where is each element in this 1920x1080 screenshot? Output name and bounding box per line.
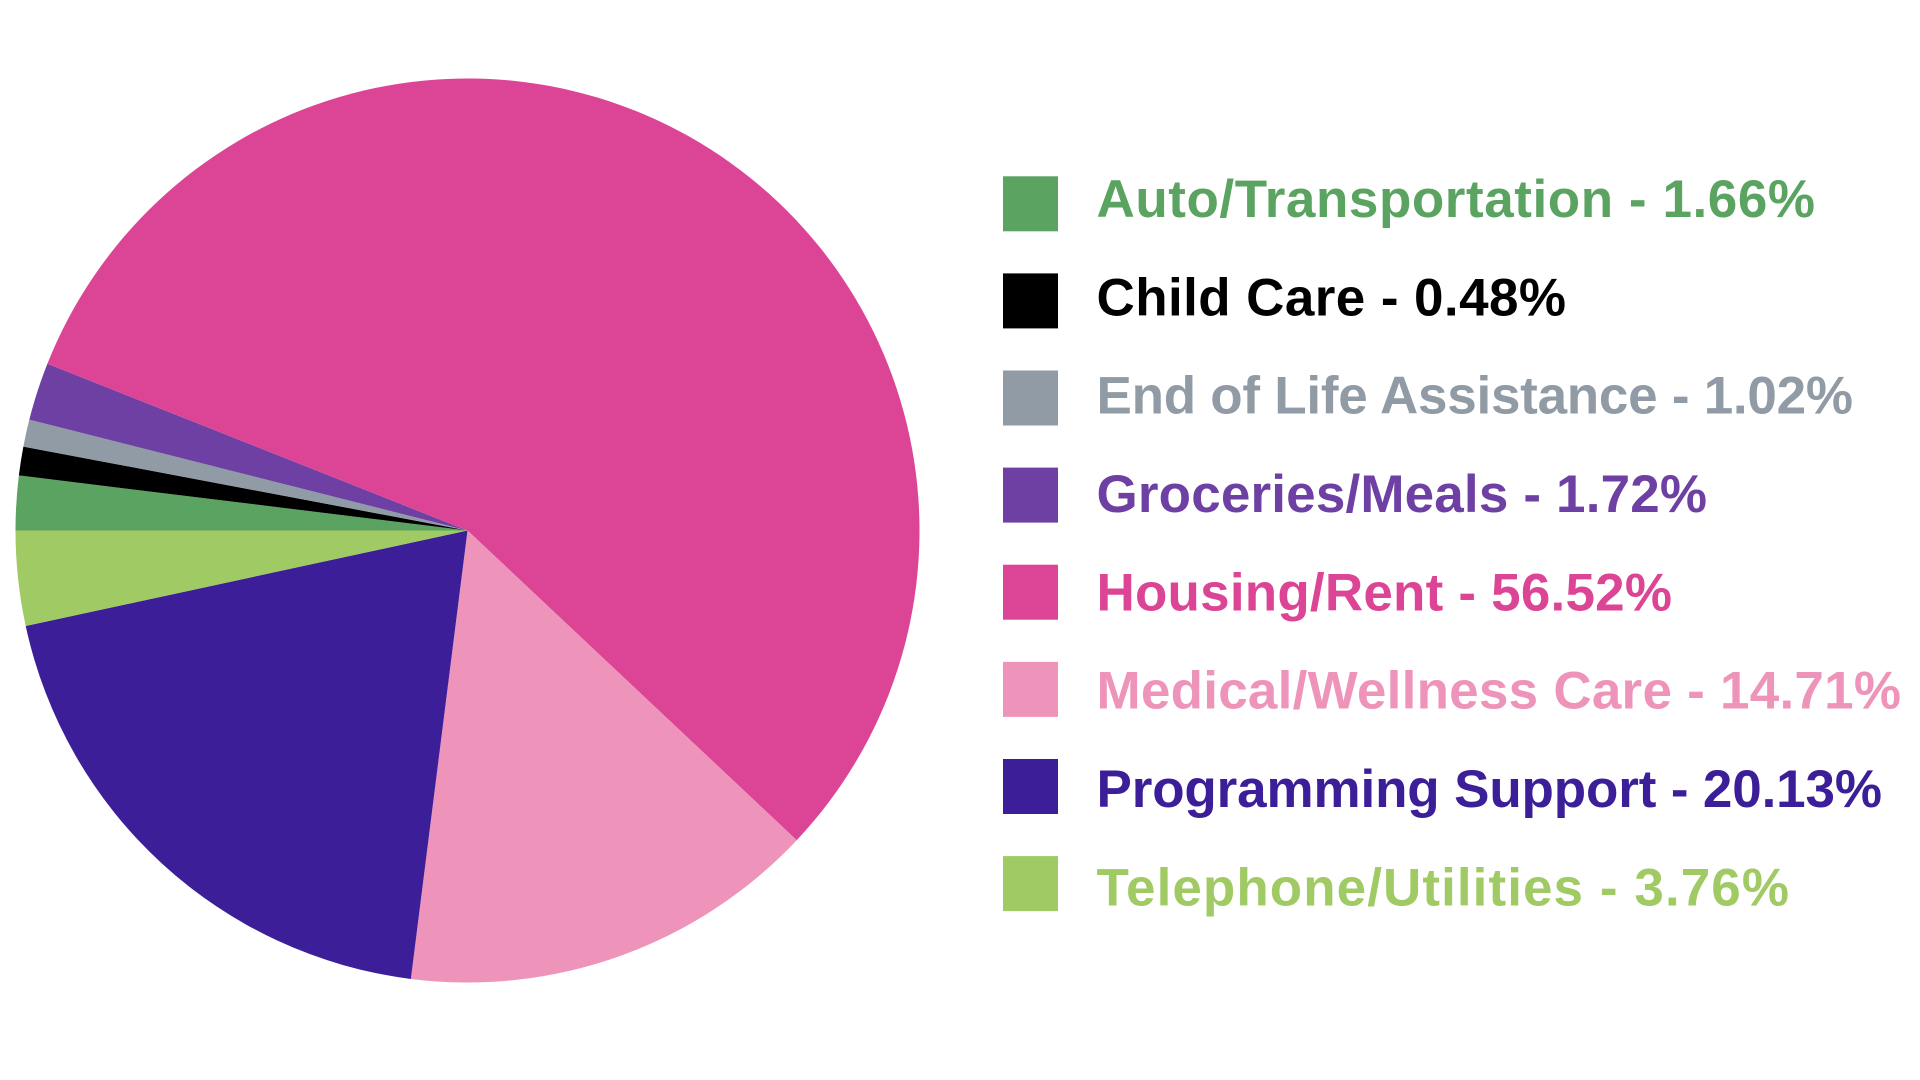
svg-text:Medical/Wellness Care - 14.71%: Medical/Wellness Care - 14.71% xyxy=(1097,662,1902,721)
svg-text:Programming Support - 20.13%: Programming Support - 20.13% xyxy=(1097,760,1883,819)
svg-text:Child Care - 0.48%: Child Care - 0.48% xyxy=(1097,268,1567,327)
svg-text:Auto/Transportation - 1.66%: Auto/Transportation - 1.66% xyxy=(1097,170,1816,229)
svg-text:End of Life Assistance - 1.02%: End of Life Assistance - 1.02% xyxy=(1097,367,1854,426)
svg-text:Telephone/Utilities - 3.76%: Telephone/Utilities - 3.76% xyxy=(1097,858,1790,917)
svg-text:Groceries/Meals - 1.72%: Groceries/Meals - 1.72% xyxy=(1097,465,1708,524)
svg-text:Housing/Rent - 56.52%: Housing/Rent - 56.52% xyxy=(1097,563,1673,622)
